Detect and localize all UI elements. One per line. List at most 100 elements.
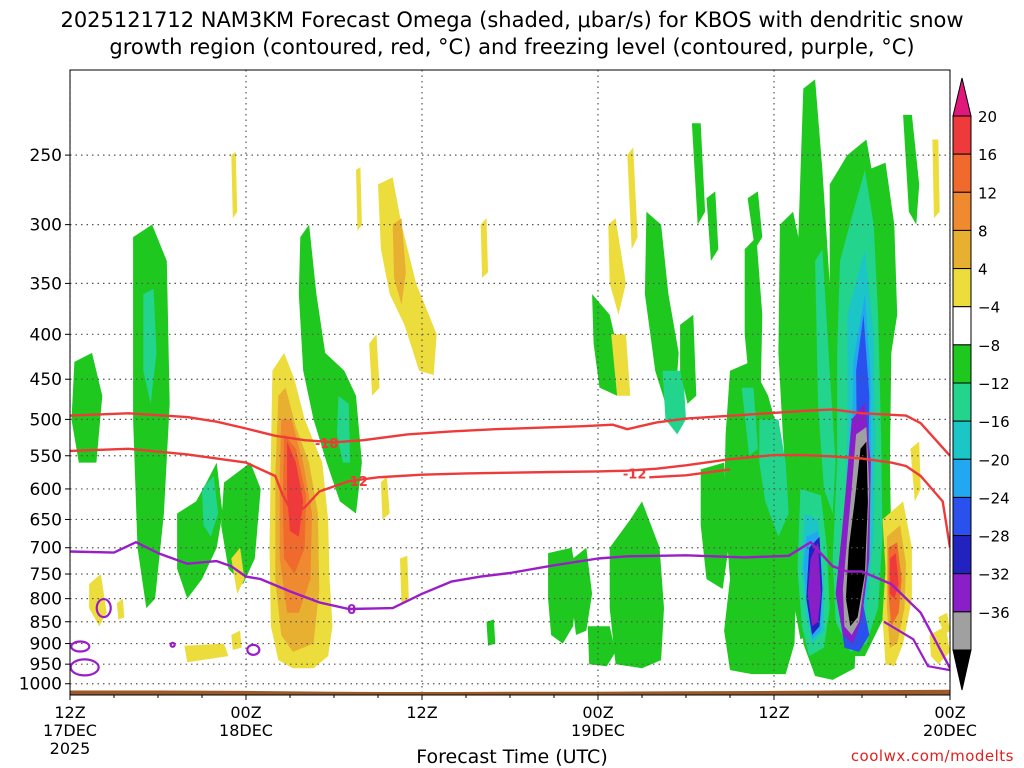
x-axis-title: Forecast Time (UTC): [416, 746, 608, 768]
y-tick-label: 400: [30, 325, 62, 345]
omega-cell: [815, 249, 836, 514]
x-tick-label: 17DEC: [43, 721, 97, 740]
colorbar-label: −32: [978, 566, 1010, 584]
freezing-level-loop: [169, 641, 176, 648]
omega-cell: [938, 612, 950, 635]
omega-cell: [691, 123, 706, 225]
y-tick-label: 550: [30, 447, 62, 467]
freezing-level-loop: [70, 640, 91, 653]
dgz-contour-label: -18: [315, 437, 339, 452]
omega-cell: [845, 441, 868, 627]
y-tick-label: 450: [30, 370, 62, 390]
omega-cell: [929, 626, 950, 665]
omega-cell: [744, 237, 763, 396]
colorbar-label: −4: [978, 299, 1000, 317]
omega-cell: [392, 218, 406, 305]
omega-cell: [89, 574, 107, 627]
omega-cell: [378, 177, 437, 375]
y-tick-label: 800: [30, 590, 62, 610]
colorbar-label: 16: [978, 146, 997, 164]
omega-cell: [903, 114, 920, 225]
x-tick-label: 12Z: [406, 703, 437, 722]
omega-cell: [116, 598, 125, 620]
omega-cell: [807, 542, 821, 627]
colorbar-label: −36: [978, 604, 1010, 622]
freezing-level-loop: [70, 658, 100, 677]
colorbar-label: −16: [978, 413, 1010, 431]
omega-cell: [608, 218, 626, 315]
colorbar-bin: [952, 268, 972, 308]
colorbar-label: −12: [978, 375, 1010, 393]
colorbar-bin: [952, 535, 972, 575]
omega-cell: [747, 191, 763, 250]
omega-cell: [400, 555, 409, 604]
y-tick-label: 500: [30, 410, 62, 430]
x-tick-label: 12Z: [758, 703, 789, 722]
y-tick-label: 650: [30, 510, 62, 530]
omega-cell: [706, 191, 719, 261]
omega-cell: [380, 476, 390, 520]
y-tick-label: 750: [30, 565, 62, 585]
omega-cell: [369, 334, 380, 396]
omega-cell: [627, 147, 638, 250]
freezing-level-line: [883, 620, 950, 672]
freezing-level-contour-line: [70, 541, 950, 669]
colorbar-bin: [952, 229, 972, 270]
freezing-level-loop: [95, 597, 112, 619]
dgz-contour-line: [70, 447, 950, 548]
omega-cell: [231, 630, 242, 650]
omega-cell: [356, 167, 362, 231]
y-tick-label: 350: [30, 274, 62, 294]
omega-cell: [889, 553, 899, 599]
omega-cell: [867, 162, 898, 362]
x-tick-label: 00Z: [230, 703, 261, 722]
omega-cell: [741, 387, 758, 456]
chart-title-line2: growth region (contoured, red, °C) and f…: [109, 35, 915, 59]
omega-cell: [202, 476, 219, 537]
gridlines: [70, 70, 950, 695]
omega-cell: [480, 218, 488, 278]
omega-cell: [287, 441, 304, 537]
dgz-contour-line: [649, 468, 731, 479]
colorbar-bin: [952, 611, 972, 651]
omega-cell: [231, 152, 238, 219]
omega-cell: [486, 619, 496, 646]
credit-link[interactable]: coolwx.com/modelts: [850, 747, 1014, 765]
contours: -18 -12 -12 0: [70, 408, 950, 695]
chart-title-line1: 2025121712 NAM3KM Forecast Omega (shaded…: [60, 8, 964, 32]
x-tick-label: 00Z: [934, 703, 965, 722]
colorbar-bin: [952, 649, 972, 691]
x-tick-label: 19DEC: [571, 721, 625, 740]
y-tick-label: 250: [30, 146, 62, 166]
omega-cell: [133, 224, 170, 609]
dgz-contour-label: -12: [623, 467, 647, 482]
y-tick-label: 1000: [19, 675, 62, 695]
dgz-contour-line: [70, 408, 950, 457]
x-tick-label: 20DEC: [923, 721, 977, 740]
colorbar-bin: [952, 115, 972, 155]
colorbar-label: −8: [978, 337, 1000, 355]
y-tick-label: 600: [30, 480, 62, 500]
x-tick-label: 2025: [50, 739, 91, 758]
omega-cell: [221, 462, 261, 585]
omega-shading: [71, 79, 950, 680]
y-tick-label: 700: [30, 539, 62, 559]
colorbar-bin: [952, 344, 972, 384]
colorbar-bin: [952, 458, 972, 498]
colorbar-bin: [952, 191, 972, 231]
omega-cell: [611, 334, 631, 396]
y-tick-label: 950: [30, 655, 62, 675]
omega-cell: [571, 547, 593, 635]
colorbar-bin: [952, 496, 972, 537]
x-tick-label: 12Z: [54, 703, 85, 722]
colorbar-label: 4: [978, 261, 988, 279]
y-tick-label: 300: [30, 216, 62, 236]
freezing-level-loop: [246, 643, 261, 656]
omega-cell: [143, 288, 157, 404]
omega-cell: [680, 314, 697, 404]
omega-cell: [71, 352, 103, 463]
colorbar-bin: [952, 420, 972, 460]
colorbar-bin: [952, 382, 972, 422]
colorbar-label: 8: [978, 222, 988, 240]
